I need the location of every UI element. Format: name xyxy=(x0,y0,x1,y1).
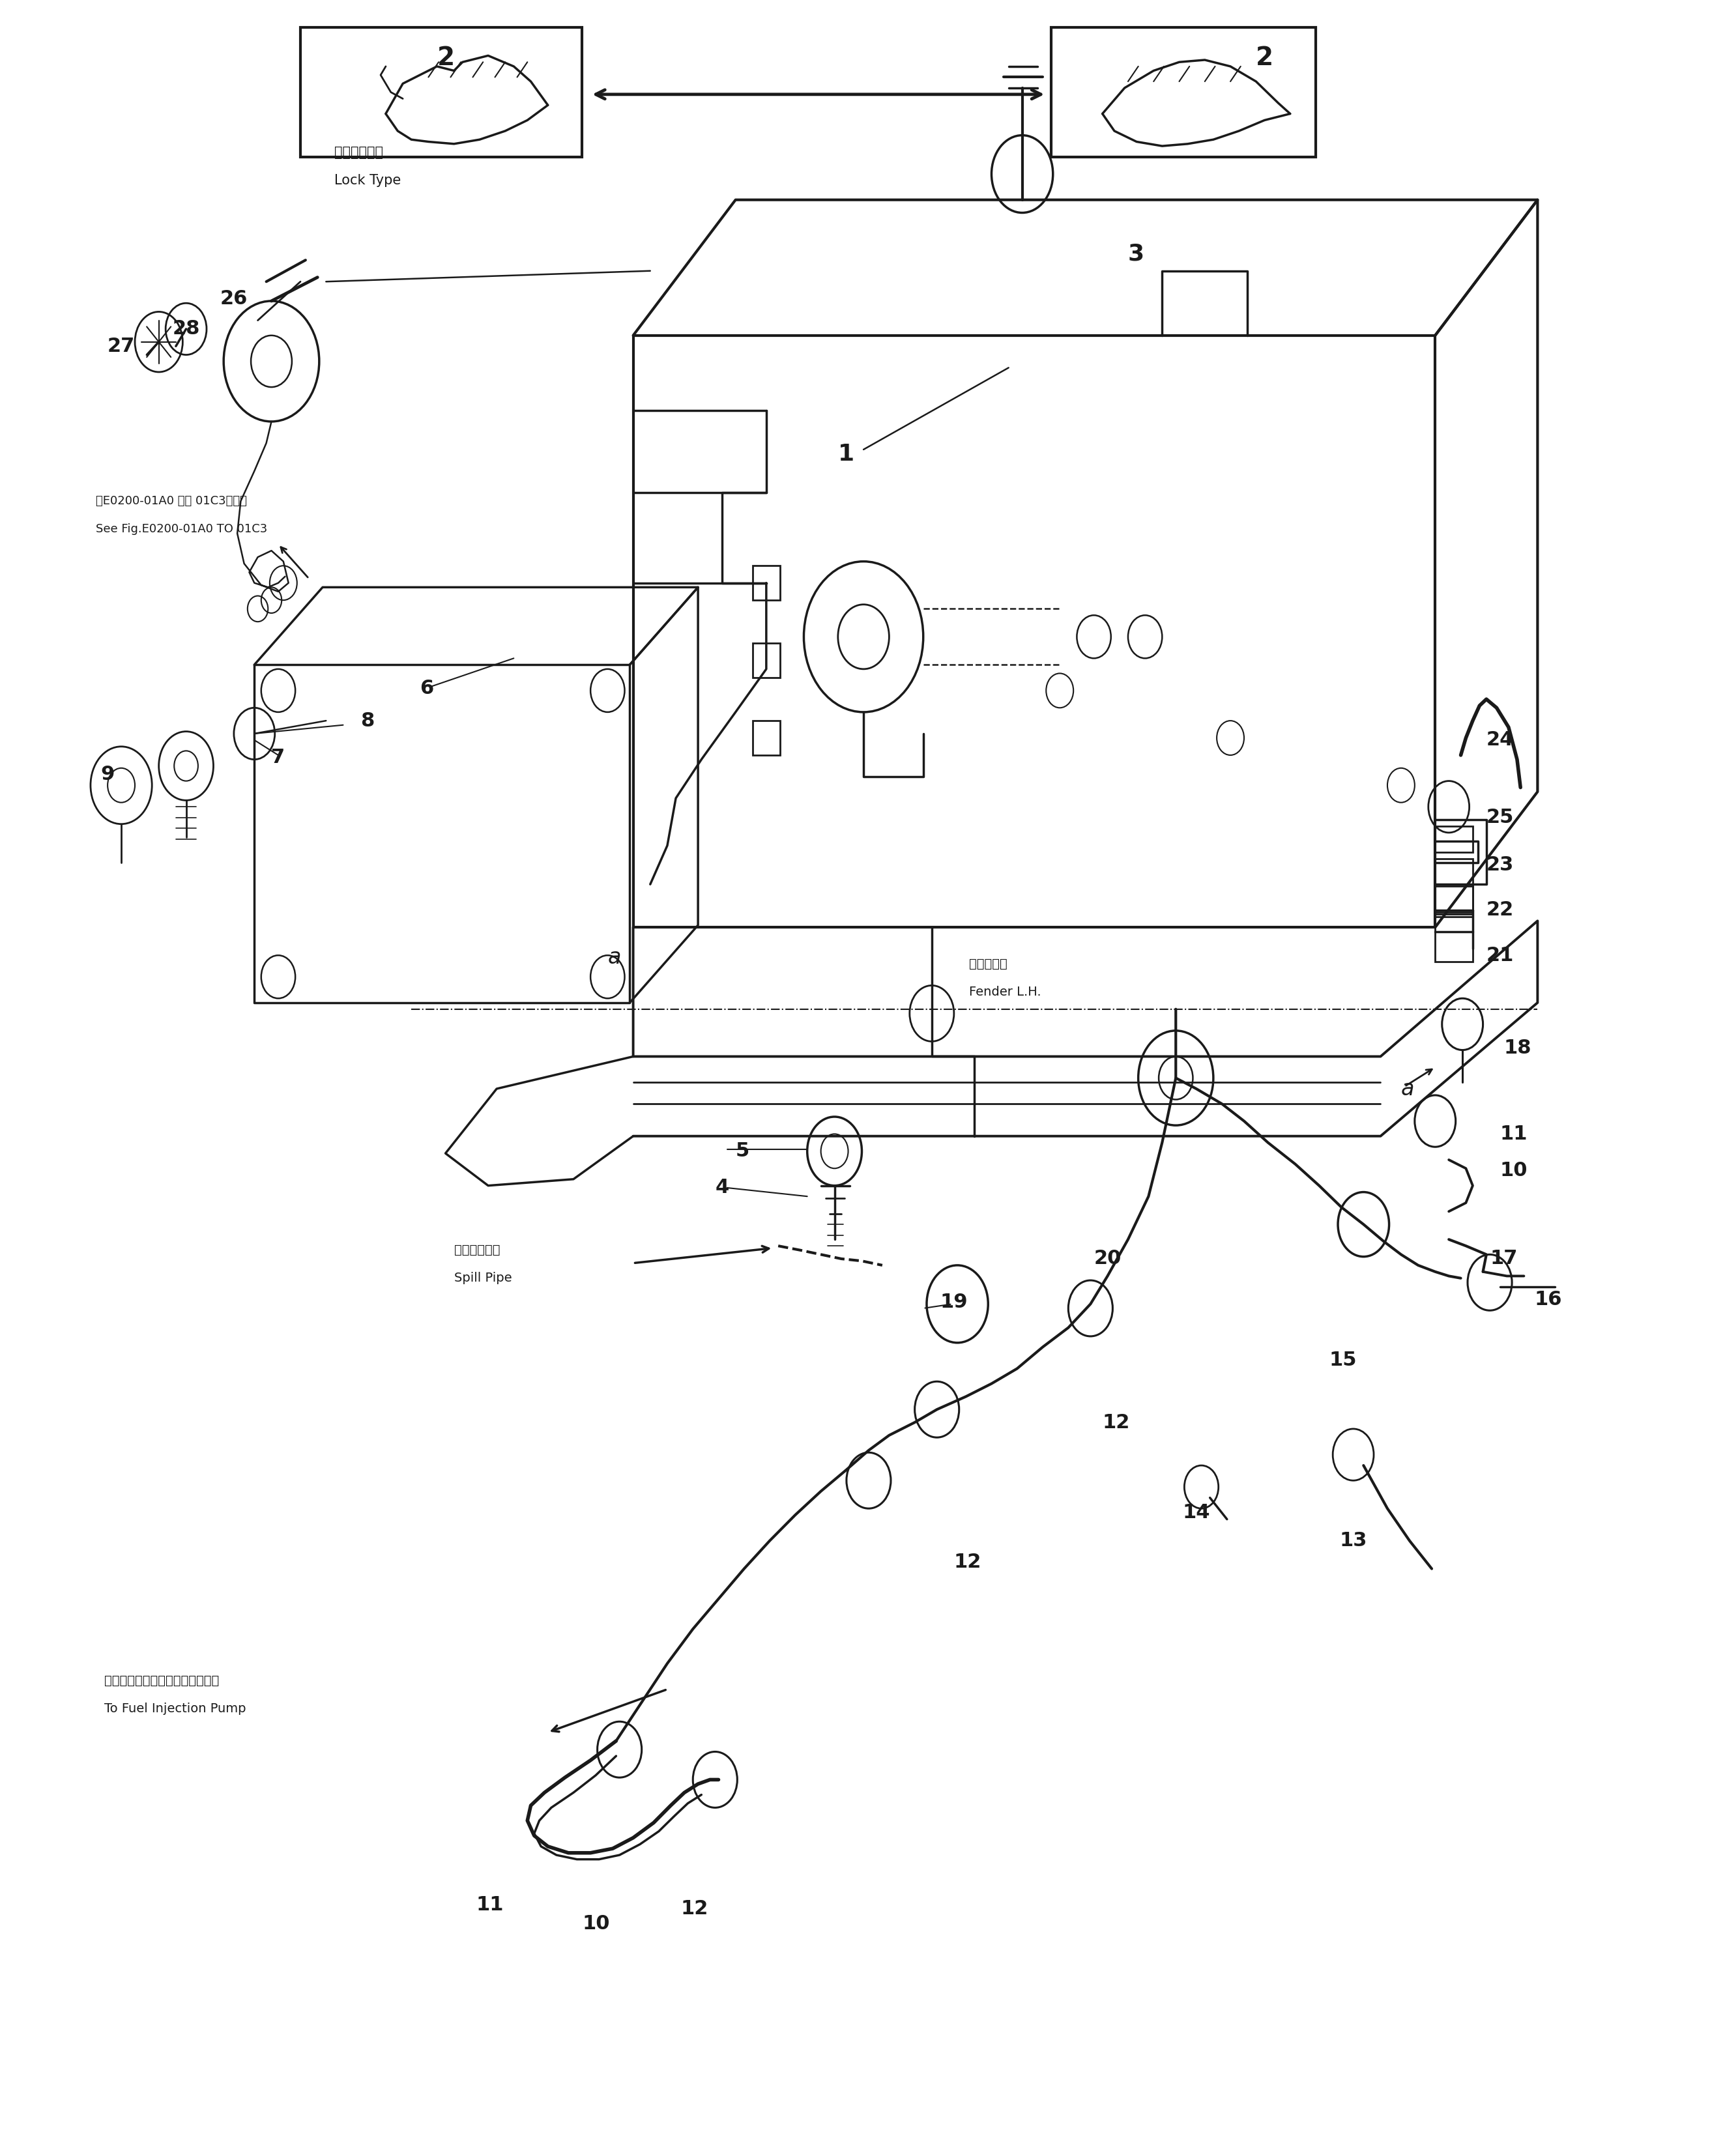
Text: 28: 28 xyxy=(173,319,200,338)
Text: 17: 17 xyxy=(1489,1248,1517,1268)
Text: 6: 6 xyxy=(421,679,434,699)
Text: 22: 22 xyxy=(1486,901,1513,921)
Text: 8: 8 xyxy=(361,711,374,731)
Text: 16: 16 xyxy=(1534,1289,1561,1309)
Text: a: a xyxy=(607,946,621,968)
Text: 24: 24 xyxy=(1486,731,1513,750)
Text: 19: 19 xyxy=(941,1291,968,1311)
Text: 14: 14 xyxy=(1183,1503,1211,1522)
Text: Fender L.H.: Fender L.H. xyxy=(970,985,1041,998)
Text: 7: 7 xyxy=(272,748,286,768)
Bar xyxy=(1435,826,1472,852)
Text: 4: 4 xyxy=(715,1179,728,1197)
Text: 第E0200-01A0 から 01C3図参照: 第E0200-01A0 から 01C3図参照 xyxy=(96,496,246,507)
Text: ロックタイプ: ロックタイプ xyxy=(335,147,383,160)
Text: フエルインジェクションポンプへ: フエルインジェクションポンプへ xyxy=(104,1675,219,1686)
Text: 21: 21 xyxy=(1486,946,1513,964)
Text: 26: 26 xyxy=(221,289,248,308)
Text: To Fuel Injection Pump: To Fuel Injection Pump xyxy=(104,1703,246,1714)
Text: 18: 18 xyxy=(1503,1039,1530,1056)
Text: a: a xyxy=(1400,1078,1414,1100)
Text: 27: 27 xyxy=(108,336,135,356)
Text: フェンダ左: フェンダ左 xyxy=(970,957,1007,970)
Text: 9: 9 xyxy=(101,765,115,785)
Text: 12: 12 xyxy=(1103,1412,1130,1432)
Text: 2: 2 xyxy=(438,45,455,71)
Text: 10: 10 xyxy=(581,1915,610,1934)
Bar xyxy=(1435,858,1472,884)
Text: 20: 20 xyxy=(1094,1248,1122,1268)
Text: 12: 12 xyxy=(681,1899,708,1919)
Text: スピルパイプ: スピルパイプ xyxy=(453,1244,499,1257)
Text: 11: 11 xyxy=(475,1895,504,1915)
Text: See Fig.E0200-01A0 TO 01C3: See Fig.E0200-01A0 TO 01C3 xyxy=(96,524,267,535)
Bar xyxy=(1435,886,1472,912)
Bar xyxy=(301,28,581,157)
Bar xyxy=(752,720,780,755)
Bar xyxy=(1435,914,1472,962)
Text: 12: 12 xyxy=(954,1552,982,1572)
Bar xyxy=(752,642,780,677)
Text: Spill Pipe: Spill Pipe xyxy=(453,1272,511,1285)
Text: 3: 3 xyxy=(1129,244,1144,265)
Text: 10: 10 xyxy=(1500,1162,1527,1179)
Text: 1: 1 xyxy=(838,442,855,466)
Text: 5: 5 xyxy=(735,1143,749,1160)
Text: 25: 25 xyxy=(1486,808,1513,828)
Text: Lock Type: Lock Type xyxy=(335,175,402,188)
Text: 23: 23 xyxy=(1486,856,1513,875)
Bar xyxy=(1052,28,1315,157)
Text: 15: 15 xyxy=(1329,1350,1358,1369)
Bar xyxy=(752,565,780,599)
Text: 11: 11 xyxy=(1500,1125,1527,1143)
Text: 2: 2 xyxy=(1257,45,1274,71)
Text: 13: 13 xyxy=(1339,1531,1368,1550)
